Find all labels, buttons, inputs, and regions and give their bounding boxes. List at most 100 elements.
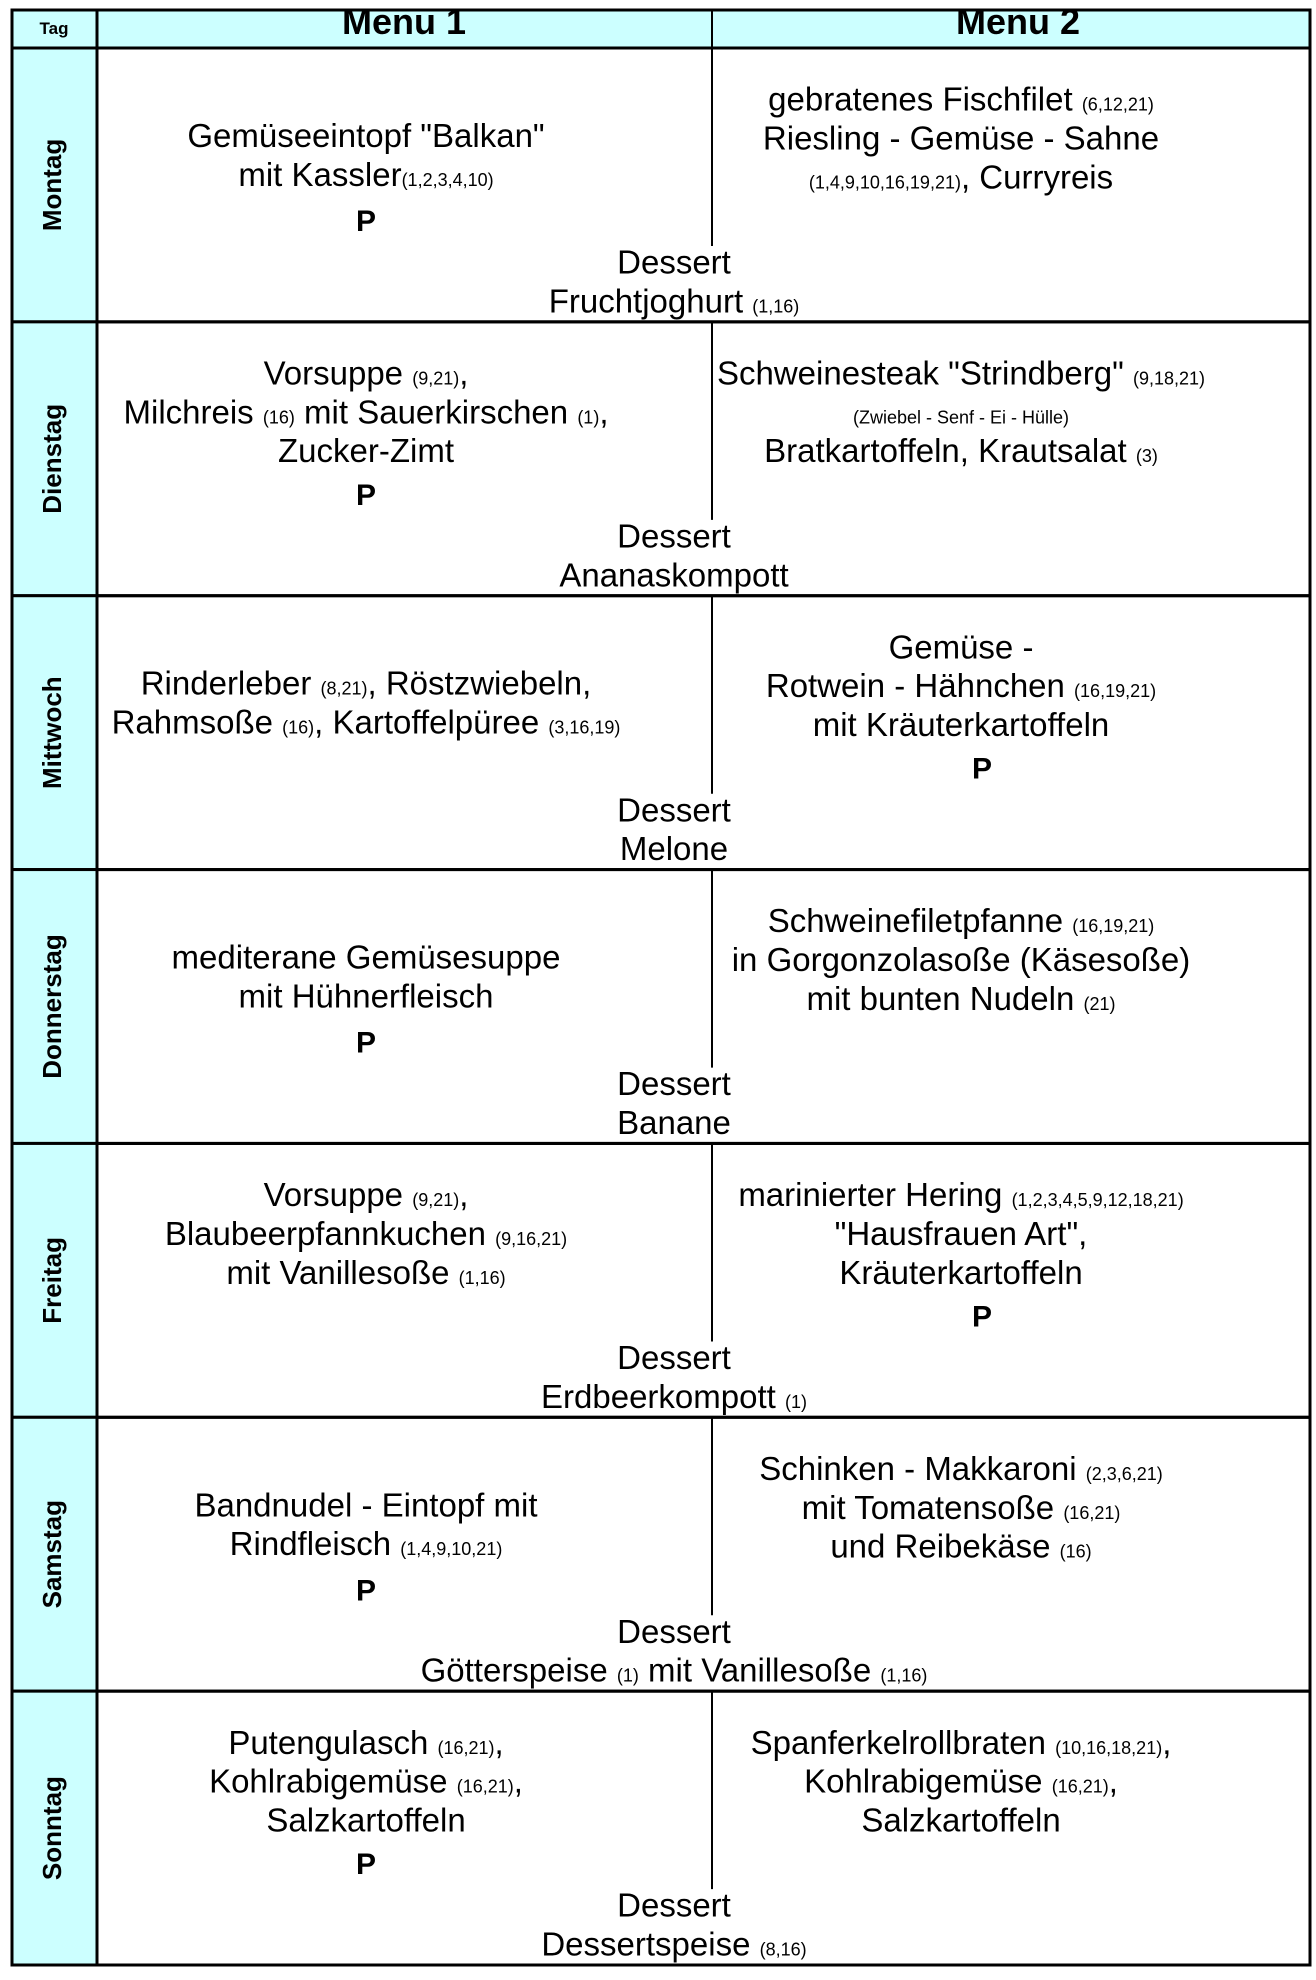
allergen-note: (1) [785, 1392, 807, 1412]
menu1-header: Menu 1 [342, 1, 466, 42]
allergen-note: (8,16) [760, 1940, 807, 1960]
allergen-note: (1,16) [752, 296, 799, 316]
menu-text: Banane [617, 1104, 731, 1141]
menu-text: Fruchtjoghurt [549, 282, 753, 319]
menu-text: Blaubeerpfannkuchen [165, 1215, 495, 1252]
allergen-note: (1,4,9,10,21) [400, 1539, 502, 1559]
allergen-note: (9,21) [412, 1190, 459, 1210]
allergen-note: (16,21) [1063, 1503, 1120, 1523]
dessert-line: Erdbeerkompott (1) [541, 1378, 807, 1415]
menu-text: , [459, 1176, 468, 1213]
menu-text: Milchreis [124, 393, 263, 430]
menu-text: mediterane Gemüsesuppe [172, 939, 561, 976]
allergen-note: (16,21) [437, 1738, 494, 1758]
menu-text: Dessert [617, 1339, 731, 1376]
menu-text: Riesling - Gemüse - Sahne [763, 120, 1159, 157]
menu-text: Salzkartoffeln [861, 1802, 1060, 1839]
day-name: Montag [37, 139, 67, 231]
menu2-line: gebratenes Fischfilet (6,12,21) [768, 81, 1154, 118]
menu-text: , [1162, 1724, 1171, 1761]
menu2-line: Kohlrabigemüse (16,21), [804, 1763, 1118, 1800]
menu-row [95, 1689, 1312, 1967]
dessert-line: Götterspeise (1) mit Vanillesoße (1,16) [421, 1652, 928, 1689]
p-marker: P [356, 479, 376, 512]
dessert-line: Dessert [617, 1887, 731, 1924]
allergen-note: (1) [617, 1666, 639, 1686]
allergen-note: (9,16,21) [495, 1229, 567, 1249]
menu2-line: Riesling - Gemüse - Sahne [763, 120, 1159, 157]
menu-text: Gemüse - [889, 628, 1034, 665]
dessert-line: Melone [620, 830, 728, 867]
menu-text: , [459, 355, 468, 392]
p-marker: P [356, 1848, 376, 1881]
menu-text: in Gorgonzolasoße (Käsesoße) [732, 941, 1191, 978]
menu-text: Bratkartoffeln, Krautsalat [764, 432, 1136, 469]
menu-text: Dessertspeise [541, 1926, 759, 1963]
menu1-line: mediterane Gemüsesuppe [172, 939, 561, 976]
dessert-line: Ananaskompott [559, 556, 788, 593]
allergen-note: (6,12,21) [1082, 95, 1154, 115]
menu-text: Ananaskompott [559, 556, 788, 593]
menu1-line: mit Vanillesoße (1,16) [226, 1254, 505, 1291]
menu2-line: (Zwiebel - Senf - Ei - Hülle) [853, 407, 1069, 427]
dessert-line: Dessert [617, 791, 731, 828]
menu-text: Dessert [617, 244, 731, 281]
menu-text: Kohlrabigemüse [209, 1763, 457, 1800]
menu2-line: (1,4,9,10,16,19,21), Curryreis [809, 158, 1113, 195]
dessert-line: Dessert [617, 1613, 731, 1650]
allergen-note: (1,16) [880, 1666, 927, 1686]
menu-text: Schweinefiletpfanne [768, 902, 1073, 939]
menu-text: "Hausfrauen Art", [835, 1215, 1088, 1252]
menu-text: Götterspeise [421, 1652, 617, 1689]
menu1-line: Gemüseeintopf "Balkan" [187, 117, 544, 154]
allergen-note: (1,2,3,4,10) [402, 170, 494, 190]
menu-text: Rahmsoße [112, 704, 283, 741]
menu1-line: Salzkartoffeln [266, 1802, 465, 1839]
menu2-line: Gemüse - [889, 628, 1034, 665]
p-marker: P [972, 753, 992, 786]
menu1-line: Vorsuppe (9,21), [264, 1176, 469, 1213]
menu-header-cell [95, 8, 1312, 50]
allergen-note: (16,19,21) [1072, 916, 1154, 936]
menu2-line: Schweinesteak "Strindberg" (9,18,21) [717, 355, 1205, 392]
dessert-line: Fruchtjoghurt (1,16) [549, 282, 800, 319]
menu2-line: mit bunten Nudeln (21) [806, 980, 1115, 1017]
allergen-note: (Zwiebel - Senf - Ei - Hülle) [853, 407, 1069, 427]
menu-text: Erdbeerkompott [541, 1378, 785, 1415]
menu-text: mit Kassler [238, 156, 401, 193]
menu2-line: Salzkartoffeln [861, 1802, 1060, 1839]
menu1-line: Bandnudel - Eintopf mit [194, 1486, 537, 1523]
allergen-note: (9,21) [412, 369, 459, 389]
day-name: Samstag [37, 1500, 67, 1608]
menu-text: gebratenes Fischfilet [768, 81, 1082, 118]
menu1-line: Milchreis (16) mit Sauerkirschen (1), [124, 393, 609, 430]
menu2-line: Rotwein - Hähnchen (16,19,21) [766, 667, 1156, 704]
menu1-line: Putengulasch (16,21), [228, 1724, 503, 1761]
allergen-note: (16,21) [1052, 1777, 1109, 1797]
menu1-line: Blaubeerpfannkuchen (9,16,21) [165, 1215, 567, 1252]
menu-text: mit Sauerkirschen [295, 393, 577, 430]
menu-text: mit Vanillesoße [639, 1652, 880, 1689]
menu-text: Putengulasch [228, 1724, 437, 1761]
menu-text: , Curryreis [961, 158, 1113, 195]
menu2-header: Menu 2 [956, 1, 1080, 42]
menu2-line: Kräuterkartoffeln [839, 1254, 1082, 1291]
day-cell [10, 1141, 99, 1419]
menu2-line: marinierter Hering (1,2,3,4,5,9,12,18,21… [738, 1176, 1183, 1213]
allergen-note: (16,19,21) [1074, 681, 1156, 701]
menu2-line: Bratkartoffeln, Krautsalat (3) [764, 432, 1158, 469]
day-cell [10, 320, 99, 598]
menu-text: Zucker-Zimt [278, 432, 454, 469]
allergen-note: (1,2,3,4,5,9,12,18,21) [1012, 1190, 1184, 1210]
menu-text: mit bunten Nudeln [806, 980, 1083, 1017]
menu-text: , Röstzwiebeln, [368, 665, 592, 702]
allergen-note: (8,21) [320, 679, 367, 699]
menu2-line: Spanferkelrollbraten (10,16,18,21), [751, 1724, 1172, 1761]
menu-text: Vorsuppe [264, 355, 413, 392]
menu-text: Spanferkelrollbraten [751, 1724, 1056, 1761]
menu-text: Dessert [617, 1613, 731, 1650]
menu-text: marinierter Hering [738, 1176, 1011, 1213]
menu-text: Salzkartoffeln [266, 1802, 465, 1839]
menu-text: Melone [620, 830, 728, 867]
